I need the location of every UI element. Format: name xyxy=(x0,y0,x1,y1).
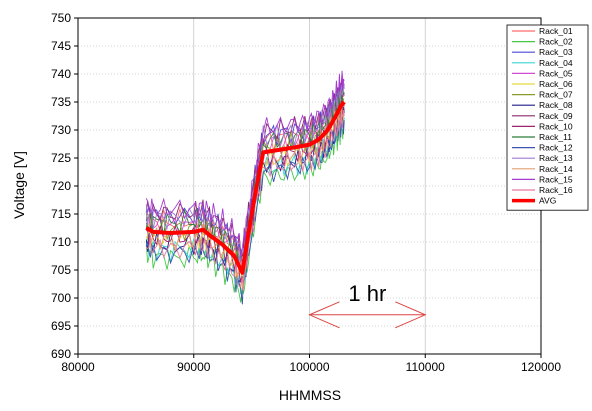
y-axis-label: Voltage [V] xyxy=(11,151,27,219)
series-line-rack-12 xyxy=(145,119,345,305)
y-tick-label: 700 xyxy=(51,291,71,305)
series-line-avg xyxy=(145,100,346,275)
y-tick-label: 730 xyxy=(51,123,71,137)
x-tick-label: 120000 xyxy=(521,360,561,374)
legend-label: Rack_02 xyxy=(539,37,573,47)
x-tick-label: 90000 xyxy=(177,360,211,374)
legend-label: Rack_10 xyxy=(539,121,573,131)
annotation-label: 1 hr xyxy=(348,281,386,306)
annotation-arrowhead-left xyxy=(308,301,340,329)
x-axis-label: HHMMSS xyxy=(279,387,341,403)
y-tick-label: 750 xyxy=(51,11,71,25)
legend-label: Rack_08 xyxy=(539,100,573,110)
x-tick-label: 110000 xyxy=(406,360,445,374)
y-tick-label: 690 xyxy=(51,347,71,361)
y-tick-label: 695 xyxy=(51,319,71,333)
annotation-arrowhead-right xyxy=(395,301,427,329)
y-tick-label: 715 xyxy=(51,207,71,221)
legend-label: Rack_15 xyxy=(539,174,573,184)
y-tick-label: 710 xyxy=(51,235,71,249)
legend-label: AVG xyxy=(539,196,556,206)
legend-label: Rack_06 xyxy=(539,79,573,89)
legend-label: Rack_11 xyxy=(539,132,572,142)
legend-label: Rack_13 xyxy=(539,153,573,163)
y-tick-label: 725 xyxy=(51,151,71,165)
legend-label: Rack_09 xyxy=(539,111,573,121)
y-tick-label: 735 xyxy=(51,95,71,109)
x-tick-label: 100000 xyxy=(289,360,329,374)
legend-label: Rack_03 xyxy=(539,47,573,57)
y-tick-label: 745 xyxy=(51,39,71,53)
legend-label: Rack_14 xyxy=(539,164,573,174)
legend-label: Rack_01 xyxy=(539,26,573,36)
y-tick-label: 705 xyxy=(51,263,71,277)
legend-label: Rack_16 xyxy=(539,185,573,195)
series-line-rack-02 xyxy=(145,116,345,303)
legend-label: Rack_04 xyxy=(539,58,573,68)
x-tick-label: 80000 xyxy=(61,360,95,374)
legend-label: Rack_07 xyxy=(539,90,573,100)
legend-label: Rack_12 xyxy=(539,143,573,153)
legend-label: Rack_05 xyxy=(539,68,573,78)
series-line-rack-15 xyxy=(145,70,345,258)
y-tick-label: 720 xyxy=(51,179,71,193)
y-tick-label: 740 xyxy=(51,67,71,81)
